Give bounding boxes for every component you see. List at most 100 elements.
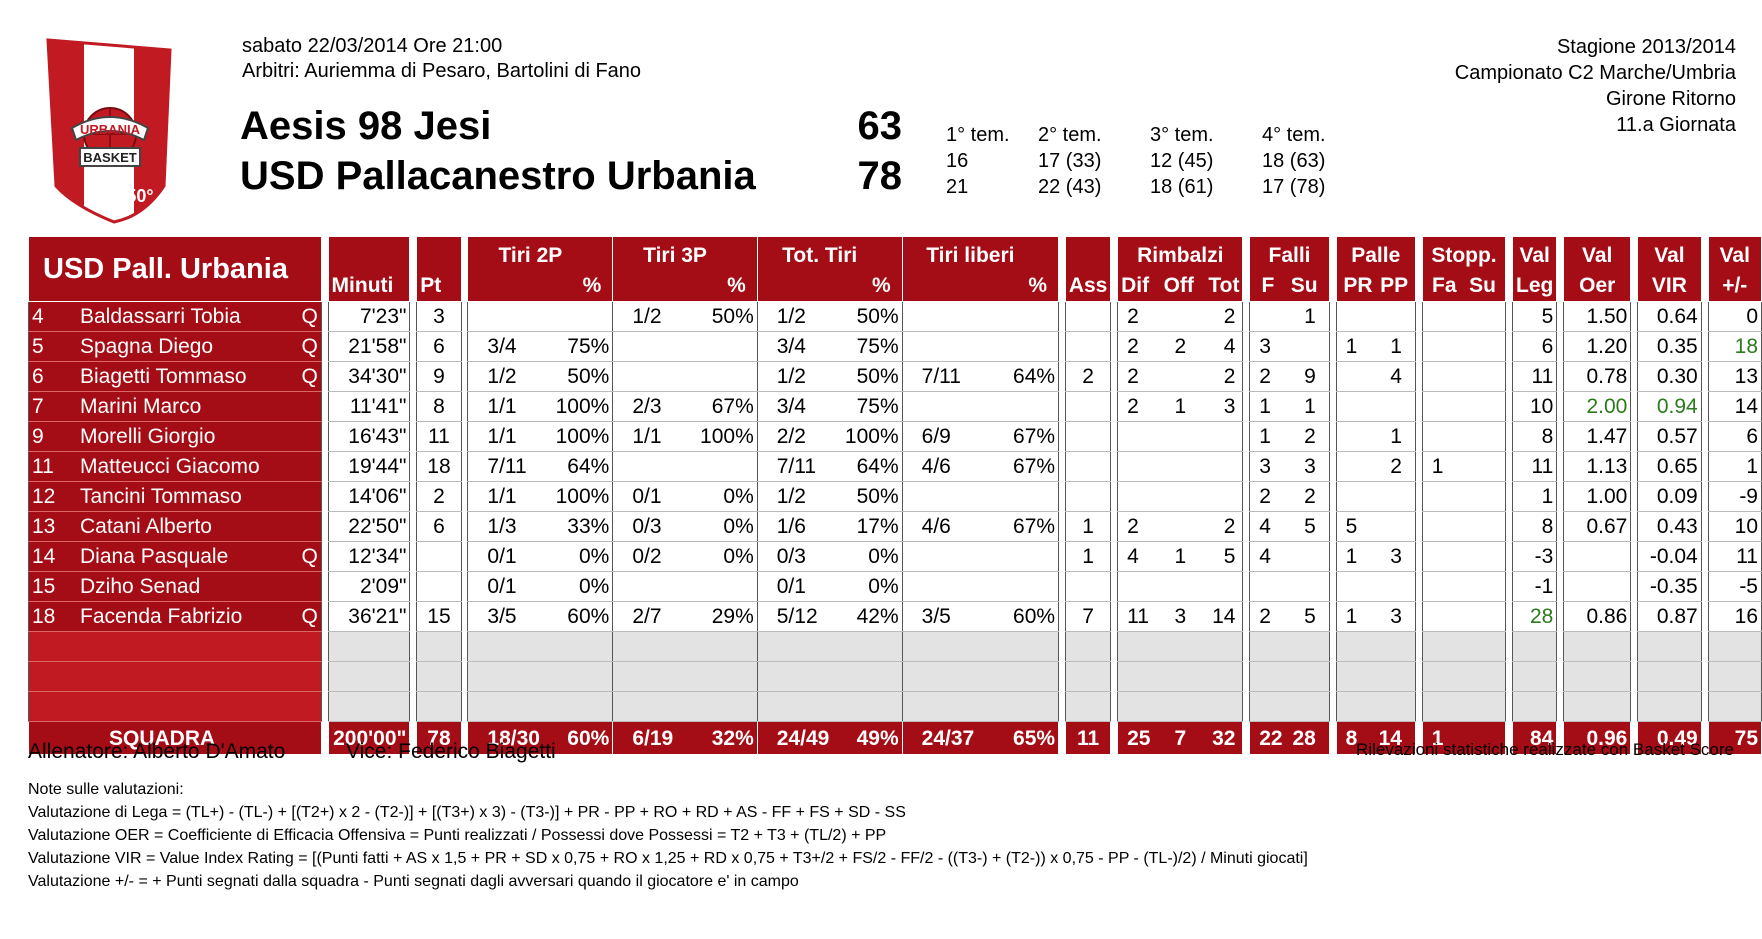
player-number: 4: [32, 305, 44, 328]
cell-vir: -0.35: [1637, 571, 1702, 602]
player-cell: 12 Tancini Tommaso: [28, 481, 322, 512]
column-gap: [461, 721, 468, 755]
table-row: 12 Tancini Tommaso 14'06" 2 1/1 100% 0/1 0% 1/2 5…: [28, 481, 1762, 512]
cell-value: 4: [1390, 365, 1402, 388]
cell-value: 0/1: [487, 545, 517, 568]
cell-value: 1: [1390, 425, 1402, 448]
round-label: Girone Ritorno: [1605, 88, 1736, 110]
column-gap: [321, 691, 329, 722]
header-tiri2p: Tiri 2P%: [467, 236, 614, 302]
column-gap: [1329, 691, 1337, 722]
empty-cell: [612, 661, 758, 692]
cell-value: [1167, 362, 1193, 391]
column-gap: [1110, 361, 1118, 392]
cell-value: 100%: [555, 485, 610, 508]
home-team-score: 63: [857, 104, 903, 148]
cell-stopp: [1421, 541, 1507, 572]
column-gap: [1505, 421, 1513, 452]
column-gap: [1110, 541, 1118, 572]
cell-value: 1/3: [487, 515, 517, 538]
cell-tl: 3/5 60%: [901, 601, 1060, 632]
column-gap: [1556, 571, 1564, 602]
column-gap: [1630, 301, 1638, 332]
column-gap: [461, 331, 468, 362]
cell-min: 7'23": [327, 301, 411, 332]
cell-value: 5: [1304, 515, 1316, 538]
cell-t2: 1/1 100%: [467, 481, 614, 512]
cell-tl: [901, 541, 1060, 572]
cell-value: 2: [1223, 515, 1236, 538]
cell-value: 5: [1304, 605, 1316, 628]
cell-rimbalzi: [1117, 451, 1244, 482]
cell-value: 7/11: [776, 455, 817, 478]
cell-ass: 2: [1064, 361, 1112, 392]
cell-value: 3: [1259, 335, 1271, 358]
quarter-score: 17 (78): [1262, 176, 1326, 198]
cell-pt: [416, 571, 462, 602]
cell-ass: [1064, 331, 1112, 362]
column-gap: [461, 571, 468, 602]
column-gap: [1110, 301, 1118, 332]
column-gap: [1505, 511, 1513, 542]
cell-tl: [901, 571, 1060, 602]
empty-cell: [756, 661, 903, 692]
cell-palle: [1335, 391, 1416, 422]
column-gap: [1505, 541, 1513, 572]
cell-value: [1167, 302, 1193, 331]
column-gap: [409, 481, 417, 512]
column-gap: [1630, 721, 1638, 755]
empty-cell: [467, 661, 614, 692]
header-val-pm: Val +/-: [1707, 236, 1762, 302]
cell-value: 2/3: [632, 395, 662, 418]
column-gap: [1110, 421, 1118, 452]
cell-vir: 0.65: [1637, 451, 1702, 482]
cell-falli: 22 28: [1249, 721, 1330, 755]
cell-ass: 1: [1064, 541, 1112, 572]
cell-oer: [1563, 571, 1632, 602]
home-team-name: Aesis 98 Jesi: [240, 104, 492, 148]
column-gap: [1110, 331, 1118, 362]
empty-cell: [1421, 631, 1507, 662]
cell-value: 64%: [1013, 365, 1056, 388]
cell-stopp: [1421, 571, 1507, 602]
empty-cell: [1512, 661, 1558, 692]
player-cell: 13 Catani Alberto: [28, 511, 322, 542]
header-label: Fa: [1432, 274, 1457, 297]
column-gap: [409, 421, 417, 452]
cell-value: 3: [1174, 605, 1187, 628]
cell-value: 3: [1390, 605, 1402, 628]
quarter-score: 18 (63): [1262, 150, 1326, 172]
season-info: Stagione 2013/2014 Campionato C2 Marche/…: [1455, 34, 1736, 138]
cell-leg: 11: [1512, 361, 1558, 392]
column-gap: [1556, 661, 1564, 692]
cell-vir: 0.09: [1637, 481, 1702, 512]
cell-tt: 7/11 64%: [756, 451, 903, 482]
cell-value: 7/11: [921, 365, 961, 388]
cell-oer: [1563, 541, 1632, 572]
cell-t2: [467, 301, 614, 332]
column-gap: [1556, 331, 1564, 362]
column-gap: [409, 331, 417, 362]
cell-t2: 0/1 0%: [467, 571, 614, 602]
column-gap: [1058, 301, 1066, 332]
column-gap: [409, 391, 417, 422]
cell-value: 32: [1212, 726, 1236, 750]
column-gap: [321, 361, 329, 392]
cell-leg: 1: [1512, 481, 1558, 512]
column-gap: [1556, 391, 1564, 422]
cell-value: 1/2: [632, 305, 662, 328]
cell-pm: 11: [1707, 541, 1762, 572]
cell-value: 4: [1259, 545, 1271, 568]
cell-min: 34'30": [327, 361, 411, 392]
empty-cell: [612, 631, 758, 662]
cell-value: 60%: [1013, 605, 1056, 628]
column-gap: [1630, 236, 1638, 302]
player-number: 11: [32, 455, 54, 478]
cell-value: 1/1: [487, 395, 517, 418]
cell-value: 3/4: [776, 395, 806, 418]
cell-value: 8: [1345, 726, 1358, 750]
cell-min: 200'00": [327, 721, 411, 755]
team-logo: URBANIA BASKET 50°: [46, 38, 172, 224]
